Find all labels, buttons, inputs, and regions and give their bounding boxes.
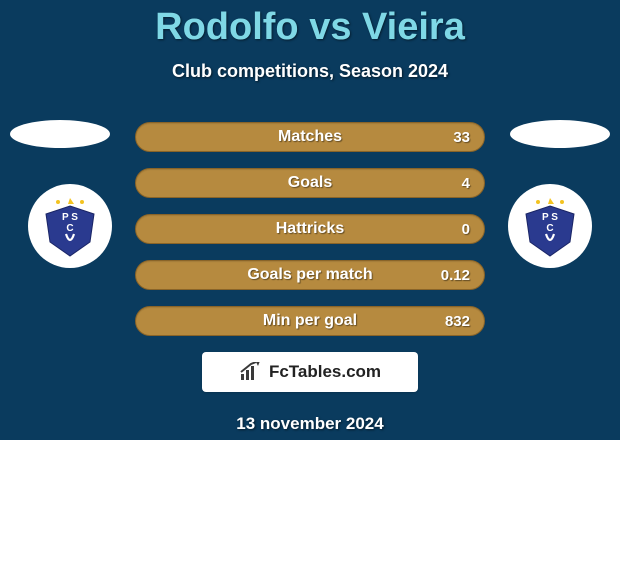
stat-value: 4 <box>462 175 470 192</box>
stat-row: Goals 4 <box>135 168 485 198</box>
stat-value: 832 <box>445 313 470 330</box>
brand-box: FcTables.com <box>202 352 418 392</box>
chart-icon <box>239 362 263 382</box>
stat-value: 0.12 <box>441 267 470 284</box>
stat-row: Goals per match 0.12 <box>135 260 485 290</box>
player-ellipse-left <box>10 120 110 148</box>
stat-label: Matches <box>278 128 342 146</box>
page-title: Rodolfo vs Vieira <box>0 0 620 49</box>
stat-value: 33 <box>453 129 470 146</box>
stats-area: P S C P S C Matches 33 Goals <box>0 122 620 434</box>
stat-row: Min per goal 832 <box>135 306 485 336</box>
brand-text: FcTables.com <box>269 362 381 382</box>
date-line: 13 november 2024 <box>0 414 620 434</box>
svg-text:C: C <box>546 223 553 234</box>
subtitle: Club competitions, Season 2024 <box>0 61 620 82</box>
svg-text:C: C <box>66 223 73 234</box>
svg-text:P S: P S <box>542 212 558 223</box>
stat-row: Matches 33 <box>135 122 485 152</box>
player-ellipse-right <box>510 120 610 148</box>
content-wrap: Rodolfo vs Vieira Club competitions, Sea… <box>0 0 620 434</box>
background-bottom <box>0 440 620 580</box>
stat-label: Min per goal <box>263 312 357 330</box>
crest-icon: P S C <box>518 194 582 258</box>
stat-label: Goals <box>288 174 332 192</box>
crest-icon: P S C <box>38 194 102 258</box>
stat-label: Hattricks <box>276 220 344 238</box>
team-crest-left: P S C <box>28 184 112 268</box>
stat-label: Goals per match <box>247 266 372 284</box>
stat-value: 0 <box>462 221 470 238</box>
stat-row: Hattricks 0 <box>135 214 485 244</box>
svg-text:P S: P S <box>62 212 78 223</box>
brand-inner: FcTables.com <box>239 362 381 382</box>
stat-rows: Matches 33 Goals 4 Hattricks 0 Goals per… <box>135 122 485 336</box>
team-crest-right: P S C <box>508 184 592 268</box>
